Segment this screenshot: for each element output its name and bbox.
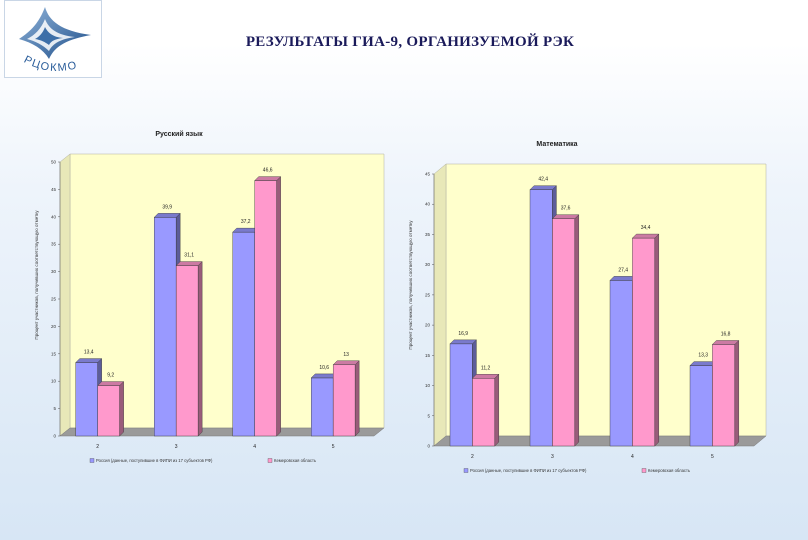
bar-series2-cat-3	[551, 214, 580, 447]
y-tick-label: 40	[51, 214, 57, 219]
y-tick-label: 0	[53, 434, 56, 439]
x-tick-label: 2	[96, 444, 99, 450]
logo-emblem-icon: РЦОКМО	[19, 7, 91, 74]
x-tick-label: 4	[253, 444, 256, 450]
y-tick-label: 5	[427, 413, 430, 418]
data-label: 13,4	[84, 350, 94, 356]
data-label: 34,4	[641, 225, 651, 231]
logo: РЦОКМО	[4, 0, 102, 78]
y-tick-label: 10	[51, 379, 57, 384]
x-tick-label: 5	[332, 444, 335, 450]
page-title: РЕЗУЛЬТАТЫ ГИА-9, ОРГАНИЗУЕМОЙ РЭК	[245, 34, 575, 50]
bar-series2-cat-2	[97, 381, 125, 437]
x-tick-label: 3	[551, 454, 554, 460]
y-axis-label: Процент участников, получивших соответст…	[34, 210, 39, 340]
chart-mathematics: Математика Процент участников, получивших…	[408, 134, 782, 504]
legend-entry: Россия (данные, поступившие в ФИПИ из 17…	[96, 458, 213, 463]
x-tick-label: 5	[711, 454, 714, 460]
bar-series2-cat-4	[631, 233, 660, 447]
chart-svg: Математика Процент участников, получивших…	[408, 141, 767, 473]
bar-series2-cat-2	[471, 373, 500, 447]
y-tick-label: 15	[425, 353, 431, 358]
logo-text: РЦОКМО	[22, 54, 78, 74]
y-tick-label: 45	[51, 187, 57, 192]
legend-swatch	[89, 458, 95, 463]
y-tick-label: 0	[427, 444, 430, 449]
y-tick-label: 5	[53, 406, 56, 411]
data-label: 13,3	[698, 353, 708, 359]
chart-russian-language: Русский язык Процент участников, получивш…	[28, 124, 398, 494]
data-label: 10,6	[319, 365, 329, 371]
bar-series2-cat-5	[332, 360, 360, 437]
data-label: 11,2	[481, 365, 491, 371]
x-tick-label: 4	[631, 454, 634, 460]
y-tick-label: 10	[425, 383, 431, 388]
data-label: 39,9	[162, 204, 172, 210]
y-tick-label: 20	[51, 324, 57, 329]
y-tick-label: 30	[425, 262, 431, 267]
bar-series2-cat-3	[175, 261, 203, 437]
svg-text:РЦОКМО: РЦОКМО	[22, 54, 79, 74]
plot-side-wall	[433, 163, 447, 447]
data-label: 46,6	[263, 168, 273, 174]
legend-entry: Кемеровская область	[274, 458, 317, 463]
bar-series2-cat-5	[711, 339, 740, 447]
plot-side-wall	[59, 153, 71, 437]
y-tick-label: 45	[425, 172, 431, 177]
x-tick-label: 2	[471, 454, 474, 460]
data-label: 9,2	[107, 373, 114, 379]
y-tick-label: 25	[425, 292, 431, 297]
y-tick-label: 25	[51, 297, 57, 302]
y-tick-label: 50	[51, 160, 57, 165]
y-tick-label: 35	[425, 232, 431, 237]
chart-title: Математика	[536, 141, 577, 148]
legend-entry: Россия (данные, поступившие в ФИПИ из 17…	[470, 468, 587, 473]
y-axis-label: Процент участников, получивших соответст…	[408, 220, 413, 350]
legend-swatch	[641, 468, 647, 473]
y-tick-label: 35	[51, 242, 57, 247]
legend-swatch	[267, 458, 273, 463]
data-label: 16,9	[458, 331, 468, 337]
y-tick-label: 15	[51, 351, 57, 356]
data-label: 42,4	[538, 177, 548, 183]
data-label: 16,8	[721, 331, 731, 337]
y-tick-label: 30	[51, 269, 57, 274]
data-label: 31,1	[184, 253, 194, 259]
chart-title: Русский язык	[155, 130, 203, 138]
bar-series2-cat-4	[254, 176, 282, 437]
data-label: 37,6	[561, 206, 571, 212]
y-tick-label: 20	[425, 323, 431, 328]
data-label: 13	[343, 352, 349, 358]
x-tick-label: 3	[175, 444, 178, 450]
legend-entry: Кемеровская область	[648, 468, 691, 473]
data-label: 27,4	[618, 267, 628, 273]
y-tick-label: 40	[425, 202, 431, 207]
data-label: 37,2	[241, 219, 251, 225]
legend-swatch	[463, 468, 469, 473]
chart-svg: Русский язык Процент участников, получивш…	[34, 130, 385, 463]
